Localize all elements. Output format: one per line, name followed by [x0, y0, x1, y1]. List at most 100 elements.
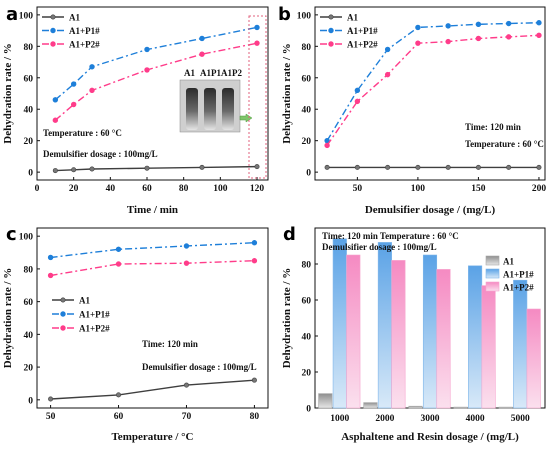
data-point-a	[199, 35, 205, 42]
data-point-c	[251, 377, 257, 383]
data-point-a	[70, 81, 77, 87]
y-tick-label-b: 60	[302, 74, 312, 84]
y-tick-label-c: 100	[19, 233, 34, 243]
series-line-a	[54, 26, 258, 101]
x-tick-label-b: 150	[471, 184, 486, 194]
x-tick-label-a: 0	[35, 184, 40, 194]
data-point-a	[52, 168, 58, 174]
legend-marker-b	[328, 27, 334, 34]
y-tick-label-b: 20	[302, 137, 312, 147]
data-point-c	[48, 396, 54, 402]
data-point-c	[47, 254, 54, 261]
data-point-a	[89, 64, 95, 70]
y-tick-label-a: 20	[24, 137, 34, 147]
x-tick-label-d: 5000	[511, 414, 530, 424]
panel-label-a: a	[6, 4, 18, 25]
legend-label-d: A1	[503, 257, 514, 267]
data-point-a	[144, 67, 150, 73]
data-point-a	[254, 40, 260, 46]
y-tick-label-b: 40	[302, 106, 312, 116]
series-line-c	[50, 242, 255, 259]
x-tick-label-a: 40	[106, 184, 116, 194]
bar-a1	[408, 405, 423, 409]
inset-photo: A1 A1P1 A1P2	[179, 15, 267, 179]
y-tick-label-a: 0	[28, 169, 33, 179]
data-point-a	[144, 46, 150, 53]
legend-label-a: A1	[69, 13, 80, 23]
bar-a1p2	[346, 254, 361, 409]
y-tick-label-d: 60	[302, 297, 312, 307]
inset-label-a1p1: A1P1	[200, 68, 221, 78]
chart-panel-d: Asphaltene and Resin dosage / (mg/L) Dehy…	[281, 227, 546, 443]
legend-label-b: A1+P1#	[347, 26, 378, 36]
legend-marker-b	[328, 41, 334, 47]
panel-label-b: b	[278, 4, 291, 25]
arrow-left-icon	[239, 113, 253, 123]
data-point-a	[52, 117, 59, 123]
legend-marker-b	[328, 14, 334, 20]
x-tick-label-a: 100	[213, 184, 228, 194]
data-point-b	[536, 32, 542, 39]
legend-marker-c	[60, 311, 66, 317]
data-point-b	[384, 71, 391, 78]
x-tick-label-b: 100	[411, 184, 426, 194]
data-point-b	[445, 23, 451, 29]
data-point-c	[47, 272, 54, 279]
series-line-b	[326, 34, 539, 146]
y-tick-label-d: 20	[302, 369, 312, 379]
x-tick-label-b: 200	[532, 184, 547, 194]
bar-a1p1	[332, 238, 347, 409]
chart-panel-c: Temperature / °C Dehydration rate / % 50 60…	[2, 227, 269, 443]
legend-swatch-d	[485, 268, 500, 279]
series-line-c	[50, 260, 255, 277]
legend-label-c: A1+P2#	[79, 324, 110, 334]
x-tick-label-c: 70	[182, 412, 192, 422]
data-point-c	[251, 258, 258, 264]
inset-label-a1p2: A1P2	[221, 68, 242, 78]
data-point-a	[89, 87, 95, 94]
x-axis-title-d: Asphaltene and Resin dosage / (mg/L)	[341, 431, 519, 443]
data-point-c	[183, 382, 189, 388]
annotation-b: Temperature : 60 °C	[465, 139, 544, 149]
data-point-c	[251, 240, 258, 246]
y-axis-title-b: Dehydration rate / %	[281, 43, 293, 144]
data-point-b	[505, 34, 512, 40]
legend-label-d: A1+P1#	[503, 270, 534, 280]
bar-a1	[453, 406, 468, 409]
legend-label-b: A1	[347, 13, 358, 23]
legend-marker-a	[50, 41, 56, 47]
highlight-box	[248, 15, 267, 179]
x-axis-title-c: Temperature / °C	[111, 431, 193, 443]
legend-label-c: A1+P1#	[79, 310, 110, 320]
bar-a1	[498, 406, 513, 409]
series-line-a	[55, 165, 258, 172]
y-tick-label-a: 100	[19, 11, 34, 21]
x-tick-label-a: 20	[69, 184, 79, 194]
data-point-a	[70, 101, 77, 108]
y-tick-label-b: 80	[302, 43, 312, 53]
legend-marker-a	[50, 27, 56, 34]
legend-swatch-d	[485, 255, 500, 266]
x-tick-label-d: 4000	[466, 414, 485, 424]
y-tick-label-c: 20	[24, 364, 34, 374]
annotation-c: Time: 120 min	[142, 339, 198, 349]
data-point-a	[254, 164, 260, 170]
y-tick-label-d: 80	[302, 261, 312, 271]
y-tick-label-d: 40	[302, 333, 312, 343]
x-tick-label-d: 1000	[330, 414, 349, 424]
data-point-b	[536, 20, 542, 26]
data-point-a	[71, 167, 77, 173]
annotation-c: Demulsifier dosage : 100mg/L	[142, 362, 257, 372]
data-point-b	[415, 24, 421, 31]
x-tick-label-c: 60	[114, 412, 124, 422]
bar-a1p1	[377, 242, 392, 409]
bar-a1p2	[481, 285, 496, 409]
series-line-c	[50, 379, 255, 400]
y-axis-title-d: Dehydration rate / %	[281, 268, 293, 369]
series-line-a	[54, 42, 258, 121]
annotation-a: Temperature : 60 °C	[43, 128, 122, 138]
legend-label-d: A1+P2#	[503, 283, 534, 293]
data-point-b	[445, 38, 451, 45]
data-point-b	[324, 142, 330, 149]
y-tick-label-c: 80	[24, 265, 34, 275]
